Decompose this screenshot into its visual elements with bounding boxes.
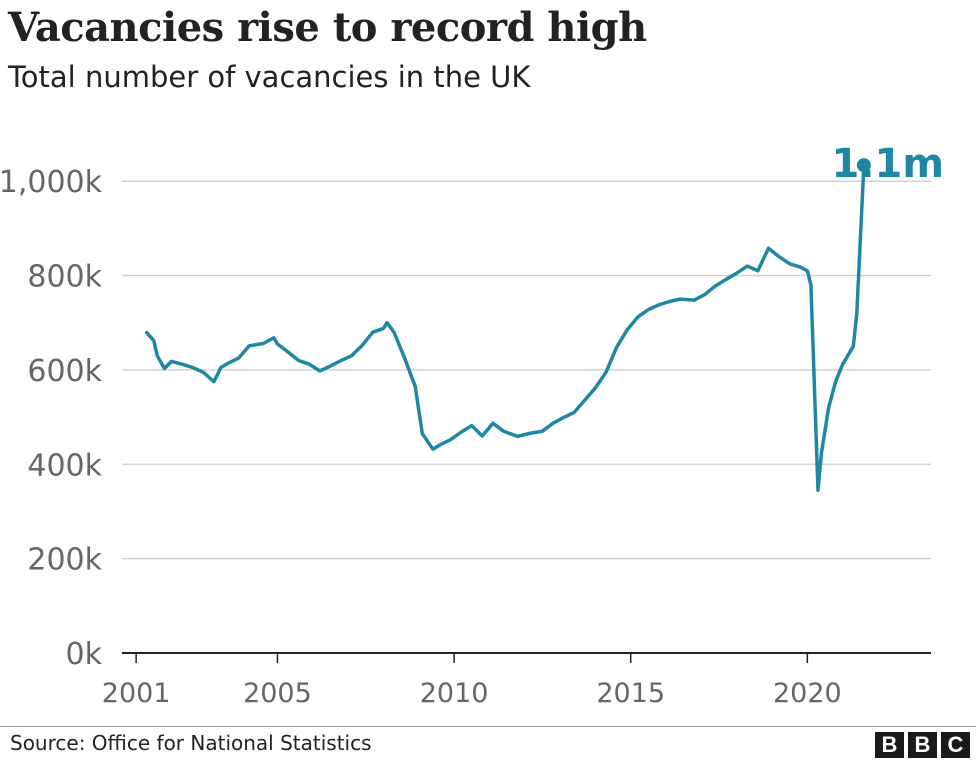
y-tick-label: 600k — [27, 354, 102, 389]
x-tick-label: 2005 — [243, 678, 312, 709]
series-group — [144, 163, 866, 492]
grid-lines — [122, 180, 931, 560]
chart-title: Vacancies rise to record high — [8, 4, 647, 51]
bbc-logo-c: C — [941, 732, 970, 758]
x-tick-label: 2001 — [102, 678, 171, 709]
y-tick-label: 800k — [27, 260, 102, 295]
series-line — [144, 163, 866, 492]
y-tick-label: 200k — [27, 543, 102, 578]
x-tick-label: 2020 — [773, 678, 842, 709]
x-tick-label: 2015 — [596, 678, 665, 709]
bbc-logo-b2: B — [908, 732, 937, 758]
y-tick-label: 400k — [27, 448, 102, 483]
annotation-group: 1.1m — [831, 141, 944, 187]
y-tick-labels: 0k 200k 400k 600k 800k 1,000k — [0, 165, 103, 672]
x-tick-label: 2010 — [420, 678, 489, 709]
y-tick-label: 0k — [66, 637, 103, 672]
chart-subtitle: Total number of vacancies in the UK — [8, 60, 531, 94]
source-note: Source: Office for National Statistics — [10, 731, 372, 755]
end-point-marker — [856, 158, 871, 173]
bbc-logo: B B C — [875, 732, 970, 758]
end-value-label: 1.1m — [831, 141, 944, 187]
footer-divider — [0, 726, 976, 727]
bbc-logo-b1: B — [875, 732, 904, 758]
line-chart: 0k 200k 400k 600k 800k 1,000k 2001 2005 2010 201… — [0, 141, 944, 709]
y-tick-label: 1,000k — [0, 165, 103, 200]
x-axis: 2001 2005 2010 2015 2020 — [102, 652, 931, 709]
